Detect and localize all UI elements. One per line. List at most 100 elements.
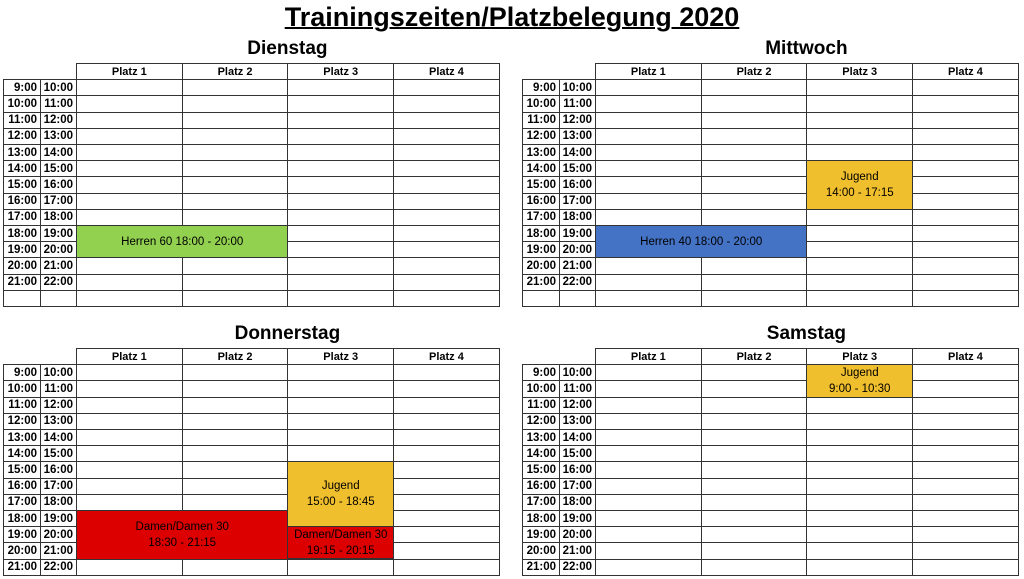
training-label: Jugend xyxy=(840,170,879,183)
slot-end-time: 22:00 xyxy=(40,558,77,576)
schedule-cell xyxy=(393,510,500,528)
slot-end-time: 17:00 xyxy=(559,477,596,495)
slot-start-time: 16:00 xyxy=(3,192,41,210)
slot-end-time: 18:00 xyxy=(559,493,596,511)
schedule-cell xyxy=(181,364,289,382)
slot-start-time xyxy=(3,289,41,307)
slot-end-time: 13:00 xyxy=(559,412,596,430)
schedule-cell xyxy=(912,95,1019,113)
schedule-cell xyxy=(76,208,183,226)
schedule-cell xyxy=(806,208,914,226)
schedule-cell xyxy=(700,273,808,291)
slot-end-time: 17:00 xyxy=(559,192,596,210)
schedule-cell xyxy=(595,542,702,560)
schedule-cell xyxy=(393,127,500,145)
schedule-cell xyxy=(700,144,808,162)
schedule-cell xyxy=(700,364,808,382)
schedule-cell xyxy=(181,461,289,479)
court-header: Platz 1 xyxy=(595,63,702,81)
schedule-cell xyxy=(912,160,1019,178)
schedule-cell xyxy=(806,289,914,307)
slot-start-time: 13:00 xyxy=(522,144,560,162)
schedule-cell xyxy=(181,412,289,430)
training-label: Jugend xyxy=(321,480,360,493)
slot-end-time: 20:00 xyxy=(40,526,77,544)
training-label: Jugend xyxy=(840,366,879,379)
slot-end-time: 15:00 xyxy=(559,160,596,178)
schedule-cell xyxy=(393,445,500,463)
schedule-cell xyxy=(806,257,914,275)
slot-start-time: 10:00 xyxy=(3,95,41,113)
schedule-cell xyxy=(287,429,395,447)
schedule-cell xyxy=(76,364,183,382)
court-header: Platz 3 xyxy=(806,348,914,366)
schedule-cell xyxy=(595,493,702,511)
schedule-cell xyxy=(595,461,702,479)
slot-start-time: 21:00 xyxy=(522,273,560,291)
schedule-cell xyxy=(287,176,395,194)
slot-end-time: 16:00 xyxy=(559,461,596,479)
schedule-cell xyxy=(912,144,1019,162)
schedule-cell xyxy=(76,429,183,447)
court-header: Platz 4 xyxy=(912,348,1019,366)
schedule-cell xyxy=(393,526,500,544)
schedule-cell xyxy=(76,558,183,576)
slot-start-time: 18:00 xyxy=(522,510,560,528)
schedule-cell xyxy=(912,241,1019,259)
schedule-cell xyxy=(181,208,289,226)
schedule-cell xyxy=(912,176,1019,194)
slot-end-time: 14:00 xyxy=(559,144,596,162)
schedule-cell xyxy=(595,412,702,430)
schedule-cell xyxy=(393,412,500,430)
slot-start-time xyxy=(522,289,560,307)
schedule-cell xyxy=(181,127,289,145)
schedule-cell xyxy=(595,192,702,210)
slot-end-time: 16:00 xyxy=(40,461,77,479)
schedule-cell xyxy=(700,493,808,511)
schedule-cell xyxy=(806,273,914,291)
schedule-cell xyxy=(393,461,500,479)
schedule-cell xyxy=(700,477,808,495)
schedule-cell xyxy=(181,111,289,129)
slot-end-time: 19:00 xyxy=(559,510,596,528)
schedule-cell xyxy=(595,558,702,576)
slot-end-time: 18:00 xyxy=(559,208,596,226)
slot-start-time: 18:00 xyxy=(3,225,41,243)
schedule-cell xyxy=(393,257,500,275)
schedule-cell xyxy=(393,208,500,226)
schedule-cell xyxy=(595,445,702,463)
schedule-cell xyxy=(287,160,395,178)
slot-start-time: 14:00 xyxy=(3,445,41,463)
schedule-cell xyxy=(76,289,183,307)
schedule-cell xyxy=(181,273,289,291)
schedule-cell xyxy=(287,127,395,145)
training-label: 15:00 - 18:45 xyxy=(306,496,375,509)
schedule-cell xyxy=(912,493,1019,511)
schedule-cell xyxy=(806,111,914,129)
schedule-cell xyxy=(76,95,183,113)
court-header: Platz 3 xyxy=(806,63,914,81)
slot-start-time: 18:00 xyxy=(3,510,41,528)
training-block: Damen/Damen 30 19:15 - 20:15 xyxy=(287,526,395,560)
schedule-cell xyxy=(912,380,1019,398)
schedule-cell xyxy=(806,558,914,576)
schedule-cell xyxy=(181,477,289,495)
slot-end-time: 21:00 xyxy=(559,257,596,275)
schedule-cell xyxy=(181,445,289,463)
schedule-cell xyxy=(912,477,1019,495)
slot-start-time: 16:00 xyxy=(522,192,560,210)
schedule-cell xyxy=(912,257,1019,275)
slot-end-time: 19:00 xyxy=(559,225,596,243)
court-header: Platz 1 xyxy=(76,348,183,366)
schedule-cell xyxy=(700,429,808,447)
slot-end-time: 17:00 xyxy=(40,192,77,210)
court-header: Platz 2 xyxy=(700,63,808,81)
slot-end-time: 20:00 xyxy=(559,241,596,259)
schedule-cell xyxy=(393,380,500,398)
schedule-cell xyxy=(181,176,289,194)
court-header: Platz 3 xyxy=(287,63,395,81)
slot-start-time: 12:00 xyxy=(522,412,560,430)
slot-end-time: 17:00 xyxy=(40,477,77,495)
slot-end-time: 22:00 xyxy=(559,273,596,291)
slot-end-time: 14:00 xyxy=(559,429,596,447)
